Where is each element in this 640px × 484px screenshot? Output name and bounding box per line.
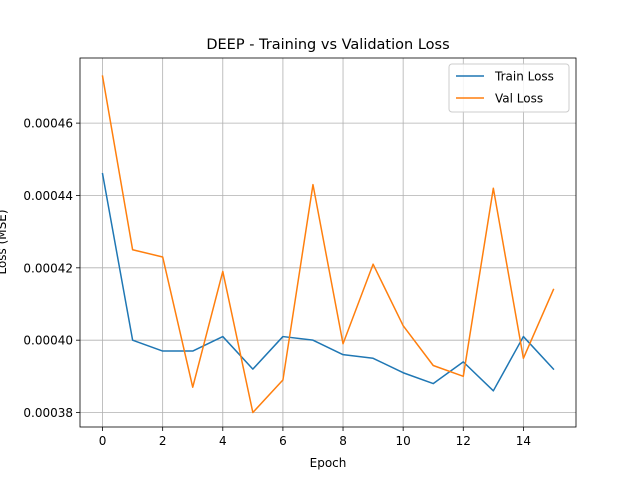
x-tick-label: 6 xyxy=(279,434,287,448)
x-tick-label: 4 xyxy=(219,434,227,448)
y-tick-label: 0.00038 xyxy=(23,406,73,420)
y-tick-label: 0.00044 xyxy=(23,189,73,203)
x-tick-label: 8 xyxy=(339,434,347,448)
legend: Train Loss Val Loss xyxy=(448,63,570,113)
series-lines xyxy=(101,75,555,414)
x-tick-label: 12 xyxy=(456,434,471,448)
plot-frame xyxy=(79,57,577,428)
x-tick-label: 10 xyxy=(396,434,411,448)
x-tick-label: 0 xyxy=(99,434,107,448)
chart-title: DEEP - Training vs Validation Loss xyxy=(206,37,449,53)
y-tick-label: 0.00042 xyxy=(23,261,73,275)
series-line-train-loss xyxy=(101,172,555,392)
y-axis-label: Loss (MSE) xyxy=(0,209,9,274)
axis-ticks: 0 2 4 6 8 10 12 14 0.00038 0.00040 0.00042 0.00044 0… xyxy=(23,117,531,448)
legend-label-val-loss: Val Loss xyxy=(495,92,543,106)
y-tick-label: 0.00040 xyxy=(23,334,73,348)
legend-label-train-loss: Train Loss xyxy=(494,70,554,84)
x-tick-label: 2 xyxy=(159,434,167,448)
series-line-val-loss xyxy=(101,75,555,414)
x-tick-label: 14 xyxy=(516,434,531,448)
y-tick-label: 0.00046 xyxy=(23,117,73,131)
x-axis-label: Epoch xyxy=(310,456,347,470)
